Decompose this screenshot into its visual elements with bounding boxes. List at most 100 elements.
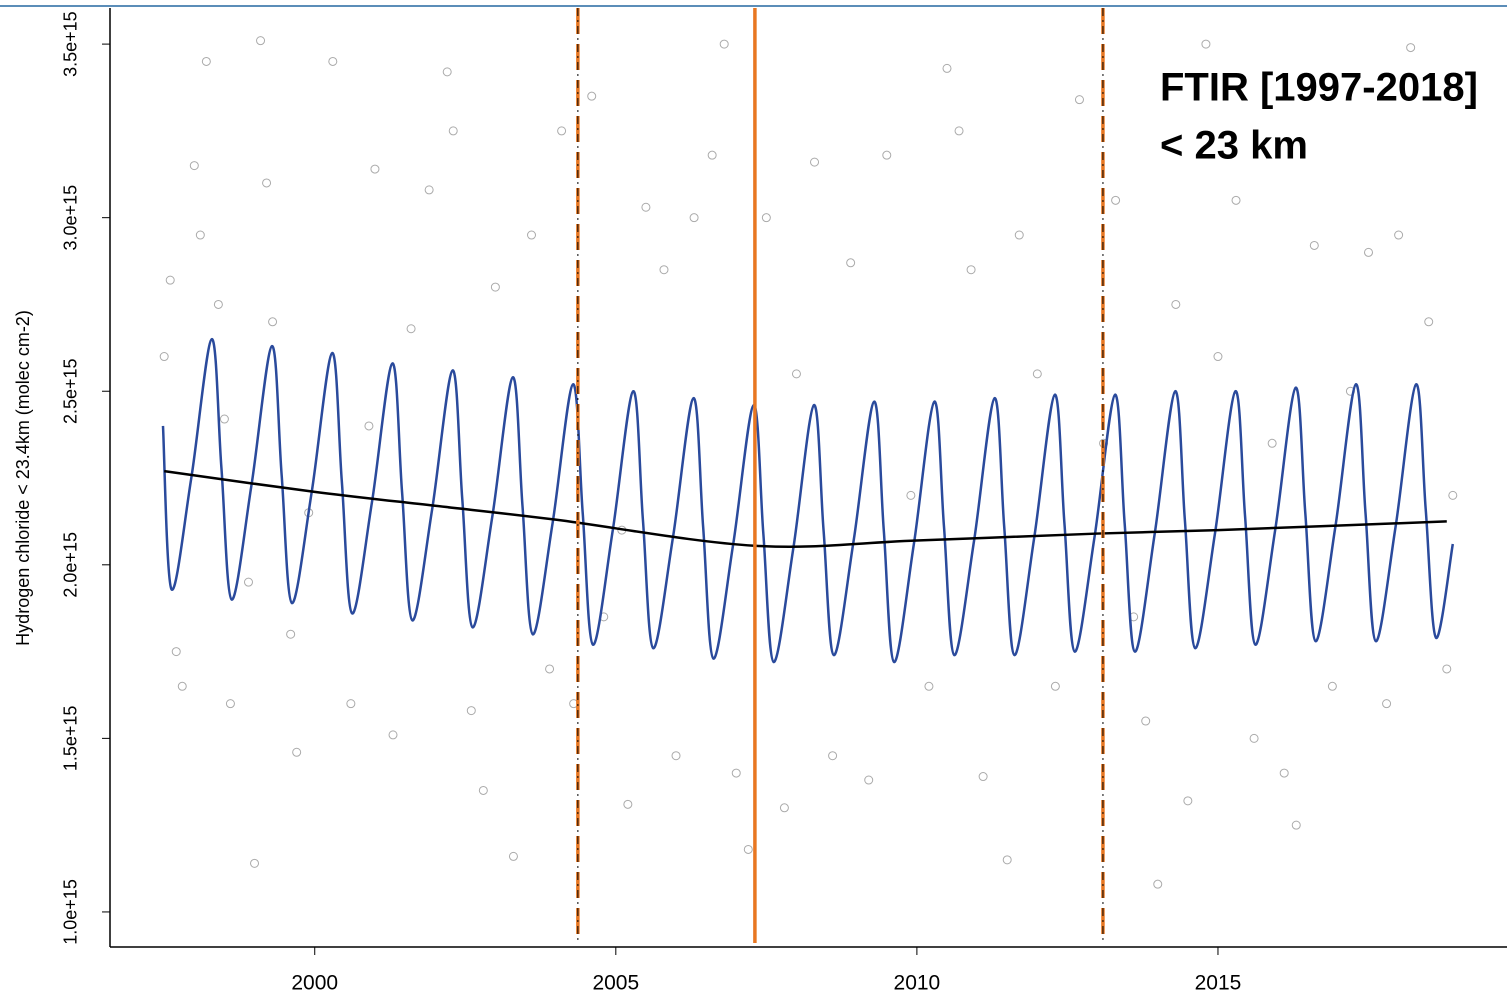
- scatter-point: [388, 730, 398, 740]
- scatter-point: [731, 768, 741, 778]
- scatter-point: [490, 282, 500, 292]
- scatter-point: [268, 317, 278, 327]
- scatter-point: [286, 629, 296, 639]
- x-tick-label: 2000: [291, 972, 338, 995]
- scatter-point: [689, 213, 699, 223]
- scatter-point: [1111, 195, 1121, 205]
- scatter-point: [1327, 681, 1337, 691]
- x-tick-label: 2015: [1195, 972, 1242, 995]
- scatter-point: [1141, 716, 1151, 726]
- line: [161, 337, 1455, 664]
- y-tick-label: 3.5e+15: [61, 11, 81, 77]
- scatter-point: [1279, 768, 1289, 778]
- x-tick-label: 2005: [592, 972, 639, 995]
- scatter-point: [942, 63, 952, 73]
- scatter-point: [1249, 733, 1259, 743]
- y-axis-label: Hydrogen chloride < 23.4km (molec cm-2): [13, 310, 33, 646]
- scatter-point: [671, 751, 681, 761]
- scatter-point: [707, 150, 717, 160]
- scatter-point: [1231, 195, 1241, 205]
- scatter-point: [1364, 247, 1374, 257]
- scatter-point: [954, 126, 964, 136]
- scatter-point: [243, 577, 253, 587]
- y-tick-label: 1.5e+15: [61, 706, 81, 772]
- scatter-point: [195, 230, 205, 240]
- scatter-point: [442, 67, 452, 77]
- scatter-point: [201, 56, 211, 66]
- scatter-point: [478, 785, 488, 795]
- scatter-point: [864, 775, 874, 785]
- scatter-point: [1153, 879, 1163, 889]
- scatter-point: [1213, 352, 1223, 362]
- scatter-point: [1267, 438, 1277, 448]
- scatter-point: [846, 258, 856, 268]
- scatter-point: [1201, 39, 1211, 49]
- scatter-point: [1448, 490, 1458, 500]
- scatter-point: [1424, 317, 1434, 327]
- scatter-point: [328, 56, 338, 66]
- scatter-point: [810, 157, 820, 167]
- scatter-point: [828, 751, 838, 761]
- scatter-point: [1002, 855, 1012, 865]
- scatter-point: [623, 799, 633, 809]
- x-tick-label: 2010: [894, 972, 941, 995]
- scatter-point: [219, 414, 229, 424]
- scatter-point: [924, 681, 934, 691]
- scatter-point: [225, 699, 235, 709]
- scatter-point: [1014, 230, 1024, 240]
- scatter-point: [189, 161, 199, 171]
- scatter-point: [171, 647, 181, 657]
- scatter-point: [719, 39, 729, 49]
- line: [164, 469, 1447, 548]
- scatter-point: [250, 858, 260, 868]
- scatter-point: [791, 369, 801, 379]
- scatter-point: [1291, 820, 1301, 830]
- scatter-point: [966, 265, 976, 275]
- scatter-point: [779, 803, 789, 813]
- scatter-point: [424, 185, 434, 195]
- scatter-point: [262, 178, 272, 188]
- scatter-point: [213, 299, 223, 309]
- scatter-point: [406, 324, 416, 334]
- scatter-point: [1050, 681, 1060, 691]
- scatter-point: [587, 91, 597, 101]
- scatter-point: [1032, 369, 1042, 379]
- scatter-point: [346, 699, 356, 709]
- scatter-point: [364, 421, 374, 431]
- annotation: < 23 km: [1160, 124, 1308, 168]
- scatter-point: [370, 164, 380, 174]
- scatter-point: [659, 265, 669, 275]
- scatter-point: [1309, 240, 1319, 250]
- scatter-point: [1171, 299, 1181, 309]
- y-tick-label: 3.0e+15: [61, 185, 81, 251]
- scatter-point: [1183, 796, 1193, 806]
- scatter-point: [466, 706, 476, 716]
- scatter-point: [527, 230, 537, 240]
- scatter-point: [1406, 43, 1416, 53]
- scatter-point: [761, 213, 771, 223]
- scatter-point: [978, 772, 988, 782]
- scatter-point: [508, 851, 518, 861]
- scatter-point: [545, 664, 555, 674]
- y-tick-label: 1.0e+15: [61, 879, 81, 945]
- scatter-point: [159, 352, 169, 362]
- scatter-point: [292, 747, 302, 757]
- scatter-point: [641, 202, 651, 212]
- y-tick-label: 2.0e+15: [61, 532, 81, 598]
- scatter-point: [1394, 230, 1404, 240]
- y-tick-label: 2.5e+15: [61, 358, 81, 424]
- scatter-point: [177, 681, 187, 691]
- scatter-point: [1074, 95, 1084, 105]
- scatter-point: [1442, 664, 1452, 674]
- scatter-point: [906, 490, 916, 500]
- annotation: FTIR [1997-2018]: [1160, 66, 1478, 110]
- scatter-point: [448, 126, 458, 136]
- scatter-point: [557, 126, 567, 136]
- scatter-point: [1382, 699, 1392, 709]
- scatter-point: [743, 844, 753, 854]
- scatter-point: [256, 36, 266, 46]
- scatter-point: [882, 150, 892, 160]
- scatter-point: [165, 275, 175, 285]
